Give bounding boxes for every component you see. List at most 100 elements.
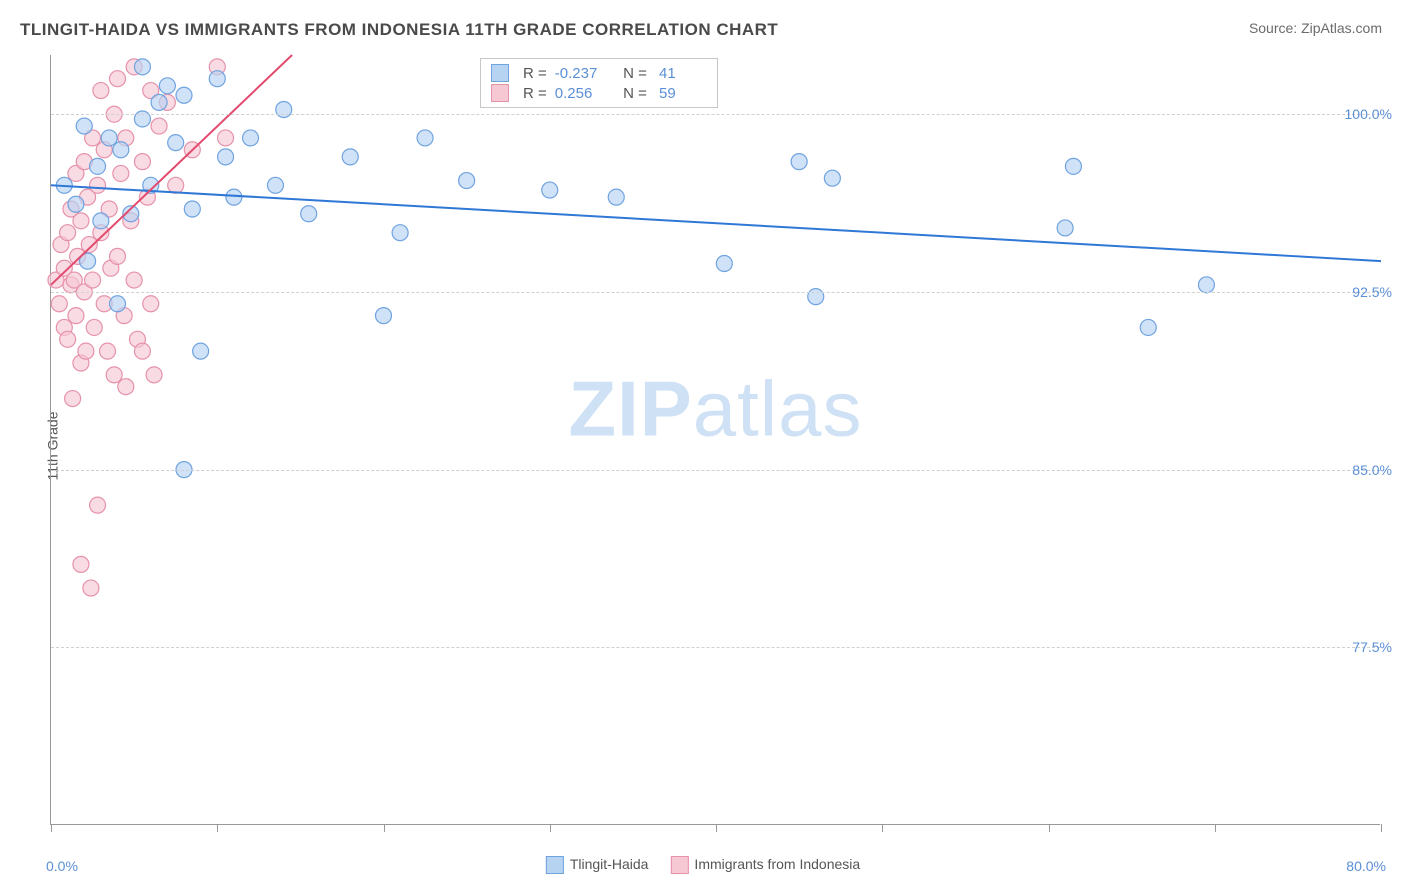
- x-tick: [217, 824, 218, 832]
- scatter-point: [60, 225, 76, 241]
- scatter-point: [143, 296, 159, 312]
- stat-r-value: 0.256: [555, 85, 607, 102]
- scatter-point: [151, 118, 167, 134]
- x-tick: [51, 824, 52, 832]
- bottom-legend: Tlingit-Haida Immigrants from Indonesia: [546, 856, 860, 874]
- scatter-point: [83, 580, 99, 596]
- legend-swatch: [670, 856, 688, 874]
- y-tick-label: 100.0%: [1345, 106, 1392, 122]
- chart-svg: [51, 55, 1380, 824]
- scatter-point: [86, 319, 102, 335]
- scatter-point: [184, 201, 200, 217]
- stat-n-value: 59: [655, 85, 707, 102]
- scatter-point: [824, 170, 840, 186]
- scatter-point: [68, 196, 84, 212]
- scatter-point: [113, 142, 129, 158]
- scatter-point: [1065, 158, 1081, 174]
- scatter-point: [110, 296, 126, 312]
- x-tick: [1049, 824, 1050, 832]
- scatter-point: [93, 83, 109, 99]
- scatter-point: [90, 497, 106, 513]
- scatter-point: [73, 213, 89, 229]
- trend-line: [51, 185, 1381, 261]
- scatter-point: [110, 248, 126, 264]
- scatter-point: [134, 154, 150, 170]
- scatter-point: [267, 177, 283, 193]
- gridline-horizontal: [51, 292, 1380, 293]
- scatter-point: [68, 308, 84, 324]
- scatter-point: [60, 331, 76, 347]
- stats-row: R = 0.256 N = 59: [491, 83, 707, 103]
- scatter-point: [392, 225, 408, 241]
- scatter-point: [51, 296, 67, 312]
- scatter-point: [73, 556, 89, 572]
- scatter-point: [151, 94, 167, 110]
- scatter-point: [243, 130, 259, 146]
- gridline-horizontal: [51, 114, 1380, 115]
- scatter-point: [126, 272, 142, 288]
- scatter-point: [110, 71, 126, 87]
- scatter-point: [90, 158, 106, 174]
- scatter-point: [76, 118, 92, 134]
- gridline-horizontal: [51, 647, 1380, 648]
- stat-n-label: N =: [615, 85, 647, 102]
- stat-n-value: 41: [655, 65, 707, 82]
- scatter-point: [1140, 319, 1156, 335]
- scatter-point: [218, 149, 234, 165]
- plot-area: ZIPatlas: [50, 55, 1380, 825]
- scatter-point: [301, 206, 317, 222]
- legend-swatch: [546, 856, 564, 874]
- scatter-point: [342, 149, 358, 165]
- stat-r-label: R =: [523, 85, 547, 102]
- chart-title: TLINGIT-HAIDA VS IMMIGRANTS FROM INDONES…: [20, 20, 778, 40]
- scatter-point: [106, 367, 122, 383]
- scatter-point: [65, 391, 81, 407]
- scatter-point: [113, 165, 129, 181]
- y-tick-label: 77.5%: [1352, 639, 1392, 655]
- stats-row: R =-0.237 N = 41: [491, 63, 707, 83]
- x-axis-max-label: 80.0%: [1346, 858, 1386, 874]
- scatter-point: [134, 343, 150, 359]
- y-tick-label: 92.5%: [1352, 284, 1392, 300]
- stat-n-label: N =: [615, 65, 647, 82]
- scatter-point: [159, 78, 175, 94]
- x-tick: [882, 824, 883, 832]
- scatter-point: [542, 182, 558, 198]
- scatter-point: [791, 154, 807, 170]
- legend-item: Tlingit-Haida: [546, 856, 649, 874]
- legend-swatch: [491, 64, 509, 82]
- x-axis-min-label: 0.0%: [46, 858, 78, 874]
- x-tick: [1215, 824, 1216, 832]
- scatter-point: [134, 59, 150, 75]
- stat-r-value: -0.237: [555, 65, 607, 82]
- scatter-point: [168, 177, 184, 193]
- scatter-point: [168, 135, 184, 151]
- x-tick: [550, 824, 551, 832]
- scatter-point: [193, 343, 209, 359]
- scatter-point: [376, 308, 392, 324]
- legend-swatch: [491, 84, 509, 102]
- scatter-point: [146, 367, 162, 383]
- scatter-point: [226, 189, 242, 205]
- scatter-point: [118, 379, 134, 395]
- source-label: Source: ZipAtlas.com: [1249, 20, 1382, 36]
- scatter-point: [716, 255, 732, 271]
- legend-label: Tlingit-Haida: [570, 856, 649, 872]
- scatter-point: [101, 130, 117, 146]
- scatter-point: [459, 173, 475, 189]
- scatter-point: [93, 213, 109, 229]
- legend-label: Immigrants from Indonesia: [694, 856, 860, 872]
- x-tick: [1381, 824, 1382, 832]
- scatter-point: [209, 71, 225, 87]
- gridline-horizontal: [51, 470, 1380, 471]
- x-tick: [384, 824, 385, 832]
- legend-item: Immigrants from Indonesia: [670, 856, 860, 874]
- scatter-point: [81, 237, 97, 253]
- scatter-point: [608, 189, 624, 205]
- scatter-point: [85, 272, 101, 288]
- scatter-point: [78, 343, 94, 359]
- y-tick-label: 85.0%: [1352, 462, 1392, 478]
- stats-legend-box: R =-0.237 N = 41R = 0.256 N = 59: [480, 58, 718, 108]
- scatter-point: [218, 130, 234, 146]
- x-tick: [716, 824, 717, 832]
